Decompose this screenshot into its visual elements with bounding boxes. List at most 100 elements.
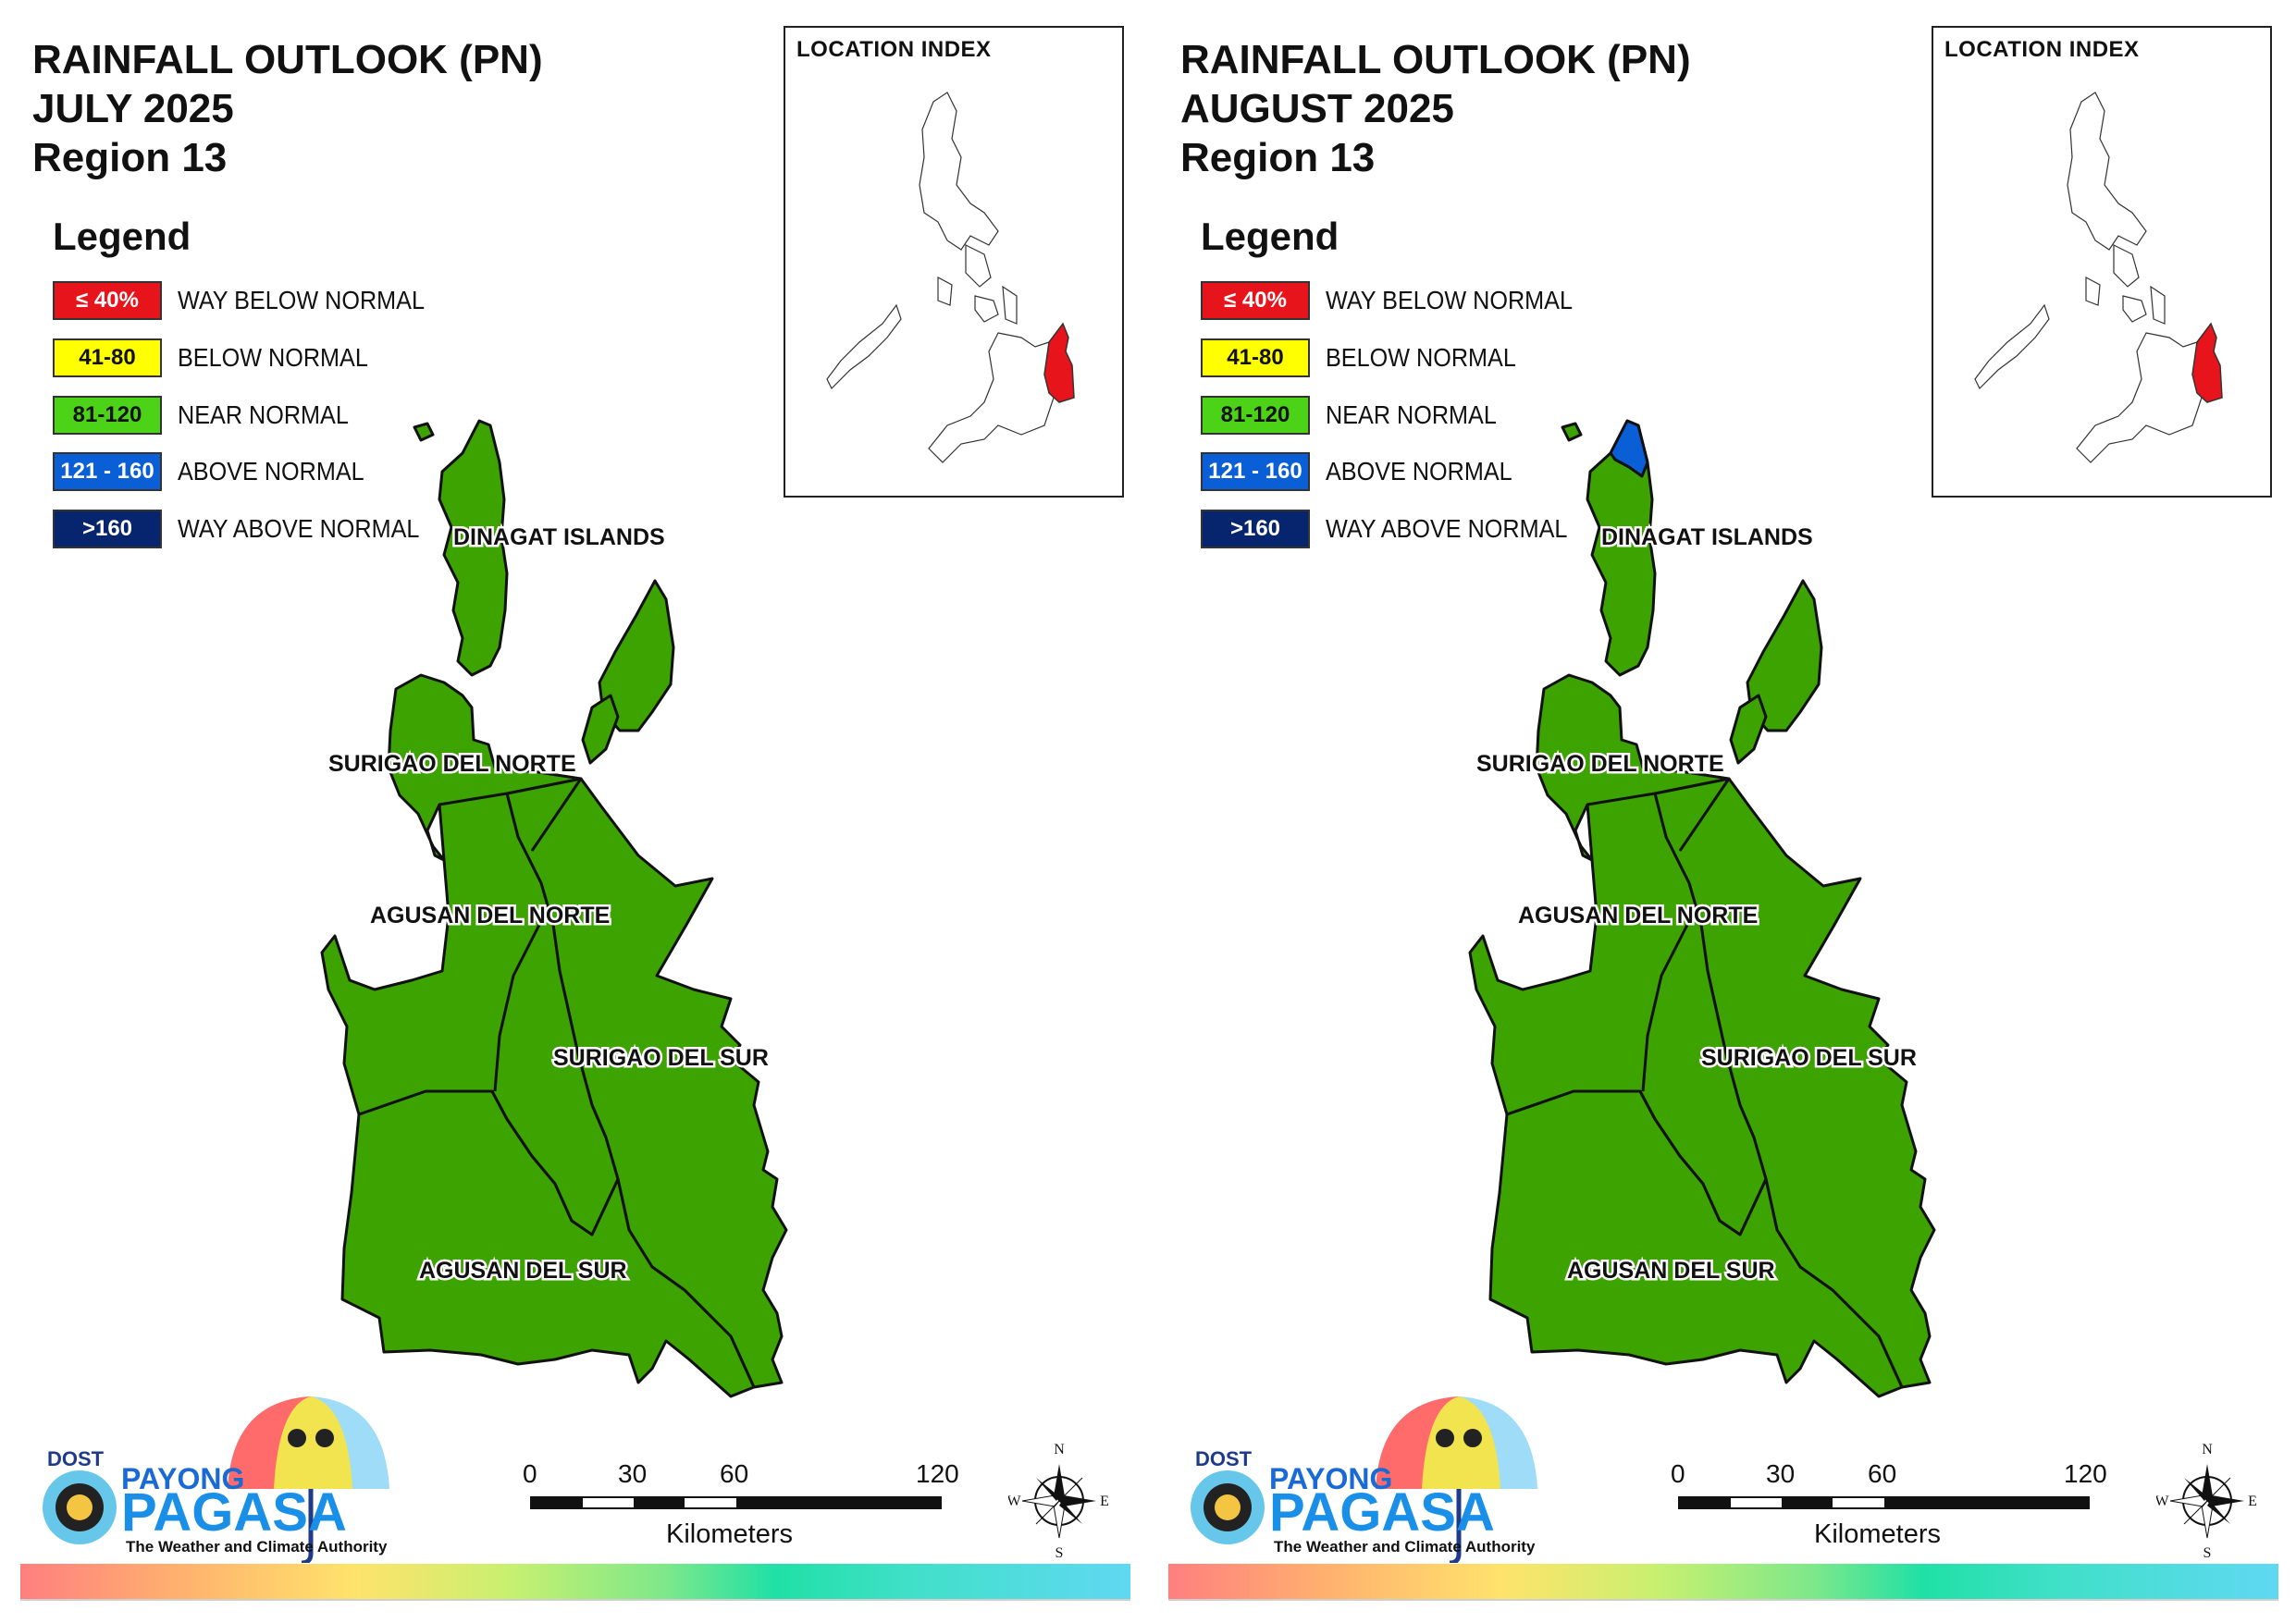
compass-e: E — [1100, 1494, 1109, 1509]
swatch-below: 41-80 — [53, 338, 162, 377]
siargao-island — [1746, 579, 1823, 732]
compass-w: W — [1008, 1494, 1021, 1509]
legend-label: BELOW NORMAL — [178, 343, 368, 372]
label-agusan-del-sur: AGUSAN DEL SUR — [1567, 1258, 1775, 1284]
region-13-highlight — [1043, 322, 1075, 403]
north-arrow-icon: N S E W — [2156, 1442, 2257, 1561]
swatch-near: 81-120 — [53, 396, 162, 435]
label-agusan-del-norte: AGUSAN DEL NORTE — [1518, 903, 1758, 928]
footer-line — [1168, 1599, 2278, 1601]
scale-bar — [530, 1496, 942, 1509]
swatch-near: 81-120 — [1201, 396, 1310, 435]
boundary-line — [530, 778, 583, 852]
footer-line — [20, 1599, 1130, 1601]
title-month: AUGUST 2025 — [1180, 86, 1454, 131]
logo-tagline: The Weather and Climate Authority — [126, 1538, 388, 1555]
siargao-island — [598, 579, 675, 732]
province-surigao-norte — [1535, 673, 1731, 862]
location-index: LOCATION INDEX — [784, 26, 1124, 498]
legend-label: ABOVE NORMAL — [178, 457, 364, 486]
region-13-map: DINAGAT ISLANDS SURIGAO DEL NORTE AGUSAN… — [320, 419, 788, 1398]
label-surigao-del-sur: SURIGAO DEL SUR — [553, 1045, 769, 1071]
footer-gradient-bar — [1168, 1564, 2278, 1599]
compass-s: S — [2203, 1545, 2212, 1561]
logo-tagline: The Weather and Climate Authority — [1274, 1538, 1536, 1555]
north-arrow-icon: N S E W — [1008, 1442, 1109, 1561]
title-line-1: RAINFALL OUTLOOK (PN) — [32, 37, 543, 82]
scale-tick-60: 60 — [720, 1459, 749, 1488]
location-index-title: LOCATION INDEX — [1944, 37, 2140, 62]
footer-gradient-bar — [20, 1564, 1130, 1599]
bucas-grande-island — [581, 694, 620, 765]
bucas-grande-island — [1729, 694, 1768, 765]
scale-tick-30: 30 — [618, 1459, 648, 1488]
boundary-line — [1678, 778, 1731, 852]
location-index: LOCATION INDEX — [1932, 26, 2272, 498]
compass-n: N — [1054, 1442, 1065, 1457]
swatch-way-below: ≤ 40% — [53, 281, 162, 320]
swatch-above: 121 - 160 — [53, 452, 162, 491]
swatch-way-above: >160 — [53, 510, 162, 548]
label-dinagat-islands: DINAGAT ISLANDS — [453, 524, 665, 550]
logo-payong: PAYONG — [1269, 1462, 1392, 1495]
province-surigao-norte — [387, 673, 583, 862]
title-month: JULY 2025 — [32, 86, 234, 131]
dinagat-north-tip-above-normal — [1609, 419, 1649, 478]
dinagat-islet — [1561, 422, 1583, 442]
scale-unit: Kilometers — [1814, 1519, 1941, 1549]
philippines-index-map — [1974, 92, 2223, 463]
logo-payong: PAYONG — [121, 1462, 244, 1495]
province-dinagat — [438, 419, 509, 677]
label-surigao-del-norte: SURIGAO DEL NORTE — [1476, 751, 1724, 777]
swatch-above: 121 - 160 — [1201, 452, 1310, 491]
boundary-line — [493, 924, 541, 1092]
logo-pagasa: PAGASA — [121, 1482, 347, 1543]
legend-label: NEAR NORMAL — [1326, 400, 1497, 429]
map-title: RAINFALL OUTLOOK (PN) JULY 2025 Region 1… — [32, 35, 543, 182]
scale-tick-0: 0 — [1671, 1459, 1685, 1488]
compass-s: S — [1055, 1545, 1064, 1561]
label-agusan-del-sur: AGUSAN DEL SUR — [419, 1258, 627, 1284]
dinagat-islet — [413, 422, 435, 442]
logo-dost: DOST — [47, 1447, 105, 1470]
legend-label: NEAR NORMAL — [178, 400, 349, 429]
compass-e: E — [2248, 1494, 2257, 1509]
compass-w: W — [2156, 1494, 2169, 1509]
philippines-index-map — [826, 92, 1075, 463]
legend-label: WAY ABOVE NORMAL — [178, 514, 420, 543]
legend-label: WAY ABOVE NORMAL — [1326, 514, 1568, 543]
region-13-highlight — [2191, 322, 2223, 403]
swatch-way-above: >160 — [1201, 510, 1310, 548]
scale-unit: Kilometers — [666, 1519, 793, 1549]
scale-tick-120: 120 — [2064, 1459, 2107, 1488]
label-dinagat-islands: DINAGAT ISLANDS — [1601, 524, 1813, 550]
payong-pagasa-logo: DOST PAYONG PAGASA The Weather and Clima… — [43, 1396, 389, 1563]
compass-n: N — [2202, 1442, 2213, 1457]
scale-tick-0: 0 — [523, 1459, 537, 1488]
swatch-below: 41-80 — [1201, 338, 1310, 377]
label-surigao-del-norte: SURIGAO DEL NORTE — [328, 751, 576, 777]
boundary-line — [1641, 924, 1689, 1092]
scale-bar — [1678, 1496, 2090, 1509]
payong-pagasa-logo: DOST PAYONG PAGASA The Weather and Clima… — [1191, 1396, 1537, 1563]
title-region: Region 13 — [32, 135, 228, 180]
legend-label: WAY BELOW NORMAL — [1326, 286, 1573, 314]
title-line-1: RAINFALL OUTLOOK (PN) — [1180, 37, 1691, 82]
swatch-way-below: ≤ 40% — [1201, 281, 1310, 320]
province-agusan-norte — [1468, 792, 1768, 1236]
location-index-title: LOCATION INDEX — [796, 37, 992, 62]
outlook-panel-august: RAINFALL OUTLOOK (PN) AUGUST 2025 Region… — [1148, 0, 2296, 1623]
map-title: RAINFALL OUTLOOK (PN) AUGUST 2025 Region… — [1180, 35, 1691, 182]
legend-label: WAY BELOW NORMAL — [178, 286, 425, 314]
label-agusan-del-norte: AGUSAN DEL NORTE — [370, 903, 610, 928]
legend-title: Legend — [53, 215, 191, 258]
title-region: Region 13 — [1180, 135, 1376, 180]
outlook-panel-july: RAINFALL OUTLOOK (PN) JULY 2025 Region 1… — [20, 26, 1130, 1601]
logo-dost: DOST — [1195, 1447, 1253, 1470]
legend-title: Legend — [1201, 215, 1339, 258]
scale-tick-120: 120 — [916, 1459, 959, 1488]
scale-tick-60: 60 — [1868, 1459, 1897, 1488]
province-agusan-norte — [320, 792, 620, 1236]
legend-label: ABOVE NORMAL — [1326, 457, 1512, 486]
legend-label: BELOW NORMAL — [1326, 343, 1516, 372]
